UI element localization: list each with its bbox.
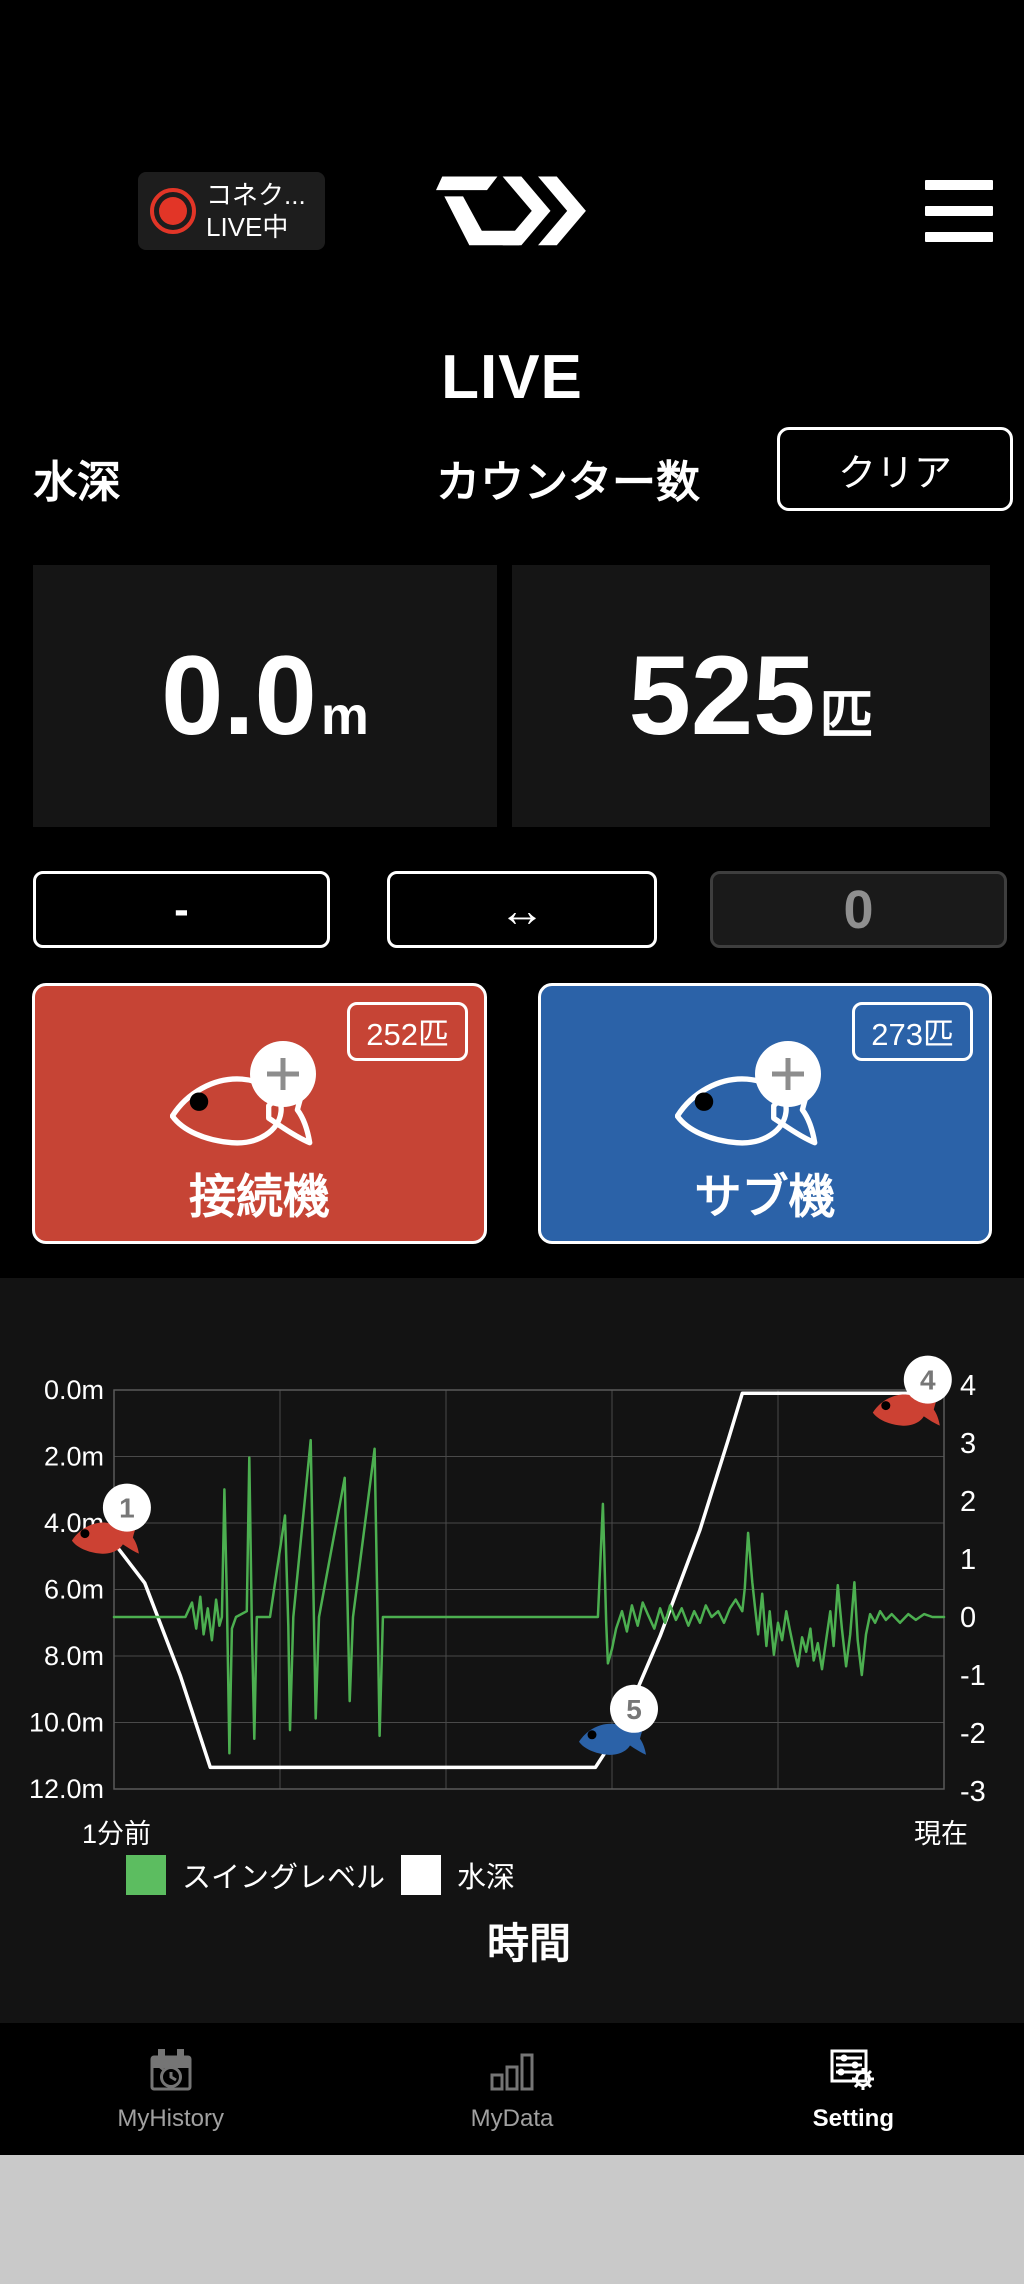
legend-label: 水深: [457, 1862, 516, 1894]
depth-unit: m: [320, 686, 369, 746]
y-axis-right-tick: -3: [960, 1776, 986, 1808]
fish-plus-icon: [675, 1041, 821, 1146]
connected-device-count-badge: 252匹: [347, 1002, 468, 1061]
y-axis-left-tick: 8.0m: [44, 1641, 104, 1671]
record-icon: [150, 188, 196, 234]
daiwa-logo-icon: [436, 176, 586, 246]
status-text: コネク... LIVE中: [206, 179, 306, 243]
depth-display: 0.0 m: [33, 565, 497, 827]
marker-number-badge: [102, 1483, 151, 1532]
swap-button[interactable]: ↔: [387, 871, 657, 948]
nav-item-myhistory[interactable]: MyHistory: [0, 2023, 341, 2155]
zero-button[interactable]: 0: [710, 871, 1007, 948]
depth-value: 0.0: [161, 633, 317, 758]
settings-icon: [830, 2049, 875, 2090]
fish-marker-4: 4: [872, 1355, 952, 1426]
connected-device-card[interactable]: 252匹 接続機: [32, 983, 487, 1244]
clear-button[interactable]: クリア: [777, 427, 1013, 511]
sub-device-card[interactable]: 273匹 サブ機: [538, 983, 992, 1244]
home-indicator-area: [0, 2155, 1024, 2284]
x-axis-right-label: 現在: [914, 1819, 968, 1849]
status-line1: コネク...: [206, 180, 306, 210]
sub-device-label: サブ機: [694, 1170, 836, 1223]
history-calendar-icon: [150, 2049, 192, 2091]
bottom-nav: MyHistory MyData Setting: [0, 2023, 1024, 2155]
x-axis-left-label: 1分前: [82, 1819, 152, 1849]
counter-unit: 匹: [819, 686, 874, 746]
marker-number-badge: [610, 1684, 658, 1733]
chart-panel: 0.0m 2.0m 4.0m 6.0m 8.0m 10.0m 12.0m 4 3 2 1 0 -1 -2-…: [0, 1278, 1024, 2023]
y-axis-left-tick: 10.0m: [29, 1708, 104, 1738]
svg-text:4: 4: [920, 1365, 936, 1396]
counter-label: カウンター数: [436, 458, 700, 507]
fish-plus-icon: [169, 1041, 316, 1146]
nav-item-mydata[interactable]: MyData: [341, 2023, 682, 2155]
series-swing-level: [112, 1438, 946, 1755]
x-axis-title: 時間: [486, 1920, 571, 1967]
counter-value: 525: [628, 633, 816, 758]
depth-swing-chart: 0.0m2.0m4.0m6.0m8.0m10.0m12.0m43210-1-2-…: [29, 1355, 986, 1808]
nav-label-myhistory: MyHistory: [117, 2105, 224, 2132]
y-axis-right-tick: 4: [960, 1370, 976, 1402]
legend-swatch: [401, 1855, 442, 1895]
y-axis-right-tick: -2: [960, 1718, 986, 1750]
y-axis-left-tick: 12.0m: [29, 1774, 104, 1804]
nav-label-setting: Setting: [812, 2105, 894, 2132]
y-axis-left-tick: 6.0m: [44, 1575, 104, 1605]
fish-marker-1: 1: [71, 1483, 151, 1554]
y-axis-right-tick: 1: [960, 1544, 976, 1576]
y-axis-right-tick: -1: [960, 1660, 986, 1692]
sub-device-count-badge: 273匹: [852, 1002, 973, 1061]
y-axis-right-tick: 3: [960, 1428, 976, 1460]
fish-marker-5: 5: [579, 1684, 658, 1755]
legend-item: スイングレベル: [126, 1854, 385, 1896]
legend-swatch: [126, 1855, 166, 1895]
legend-label: スイングレベル: [182, 1862, 386, 1894]
nav-item-setting[interactable]: Setting: [683, 2023, 1024, 2155]
connected-device-label: 接続機: [189, 1170, 330, 1223]
svg-text:1: 1: [119, 1493, 135, 1524]
fish-eye: [881, 1401, 891, 1411]
minus-button[interactable]: -: [33, 871, 330, 948]
plot-border: [113, 1389, 945, 1790]
bar-chart-icon: [490, 2053, 534, 2091]
status-line2: LIVE中: [206, 212, 289, 242]
page-title: LIVE: [441, 343, 583, 412]
depth-label: 水深: [33, 458, 121, 507]
y-axis-left-tick: 2.0m: [44, 1442, 104, 1472]
nav-label-mydata: MyData: [470, 2105, 554, 2132]
fish-eye: [587, 1730, 597, 1740]
connection-status-badge[interactable]: コネク... LIVE中: [138, 172, 325, 250]
legend-item: 水深: [401, 1854, 515, 1896]
y-axis-right-tick: 2: [960, 1486, 976, 1518]
y-axis-right-tick: 0: [960, 1602, 976, 1634]
counter-display: 525 匹: [512, 565, 990, 827]
series-depth: [112, 1391, 946, 1770]
hamburger-menu-icon[interactable]: [925, 180, 993, 242]
fish-eye: [80, 1529, 90, 1539]
marker-number-badge: [903, 1355, 952, 1404]
svg-text:5: 5: [626, 1694, 642, 1725]
y-axis-left-tick: 0.0m: [44, 1375, 104, 1405]
chart-legend: スイングレベル 水深: [126, 1854, 515, 1896]
